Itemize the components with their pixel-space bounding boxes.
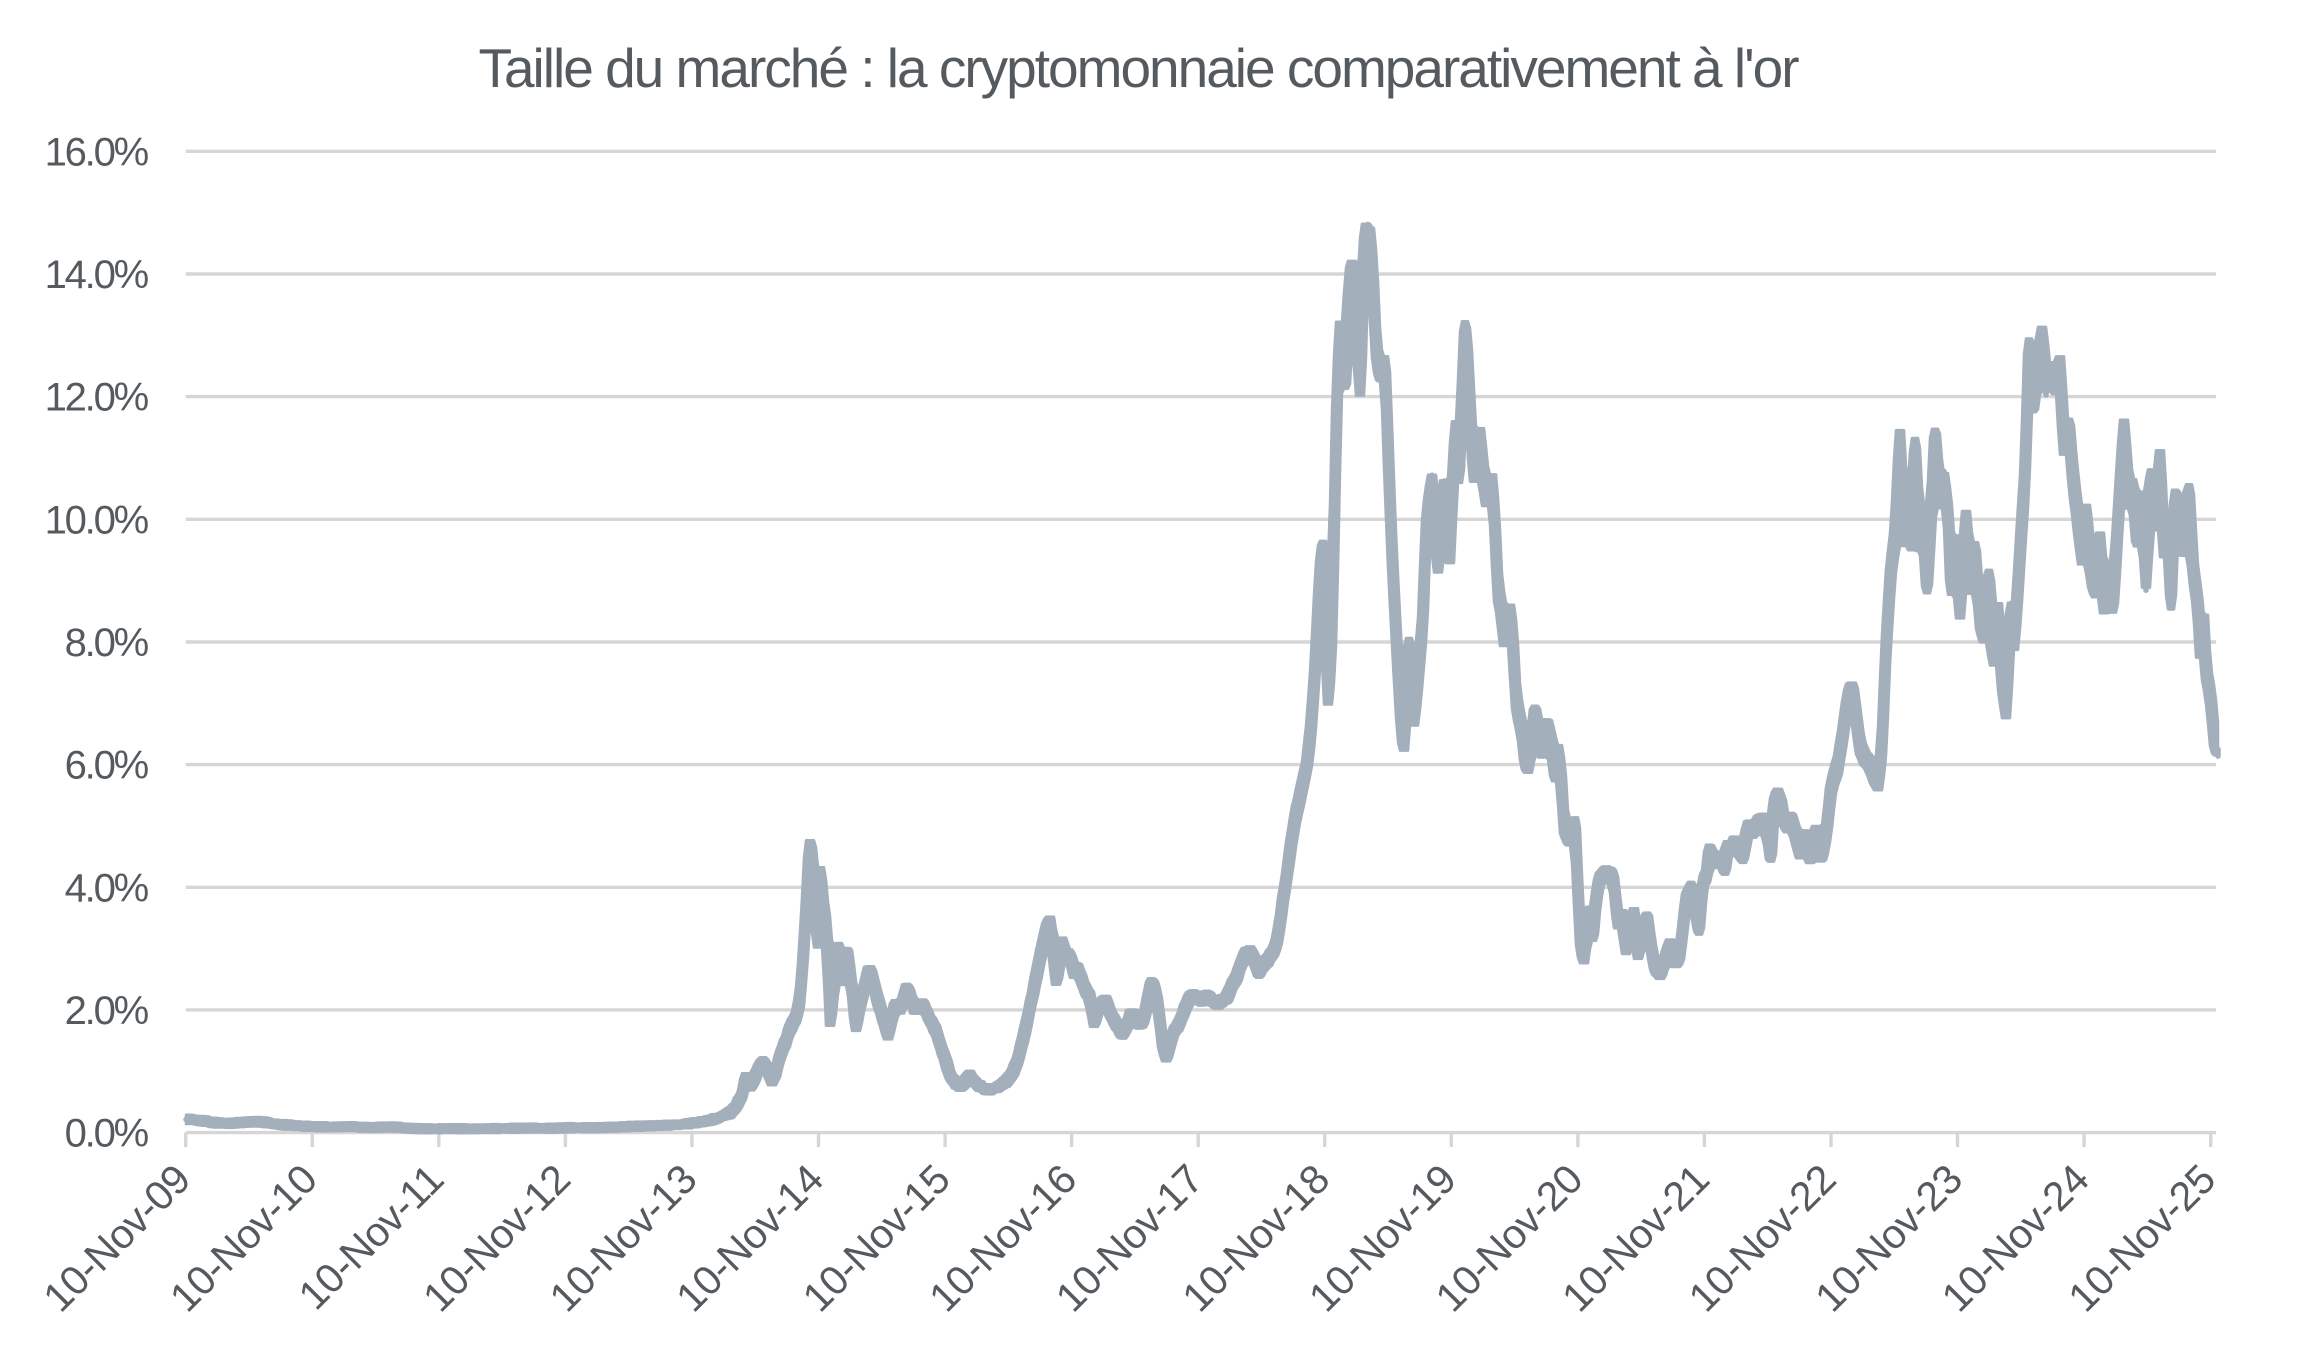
svg-text:16.0%: 16.0% — [45, 130, 149, 174]
svg-text:8.0%: 8.0% — [65, 621, 149, 665]
svg-text:0.0%: 0.0% — [65, 1112, 149, 1156]
svg-text:12.0%: 12.0% — [45, 376, 149, 420]
svg-text:Taille du marché : la cryptomo: Taille du marché : la cryptomonnaie comp… — [478, 37, 1799, 99]
svg-text:2.0%: 2.0% — [65, 989, 149, 1033]
svg-text:4.0%: 4.0% — [65, 866, 149, 910]
svg-text:14.0%: 14.0% — [45, 253, 149, 297]
svg-text:6.0%: 6.0% — [65, 744, 149, 788]
svg-text:10.0%: 10.0% — [45, 498, 149, 542]
